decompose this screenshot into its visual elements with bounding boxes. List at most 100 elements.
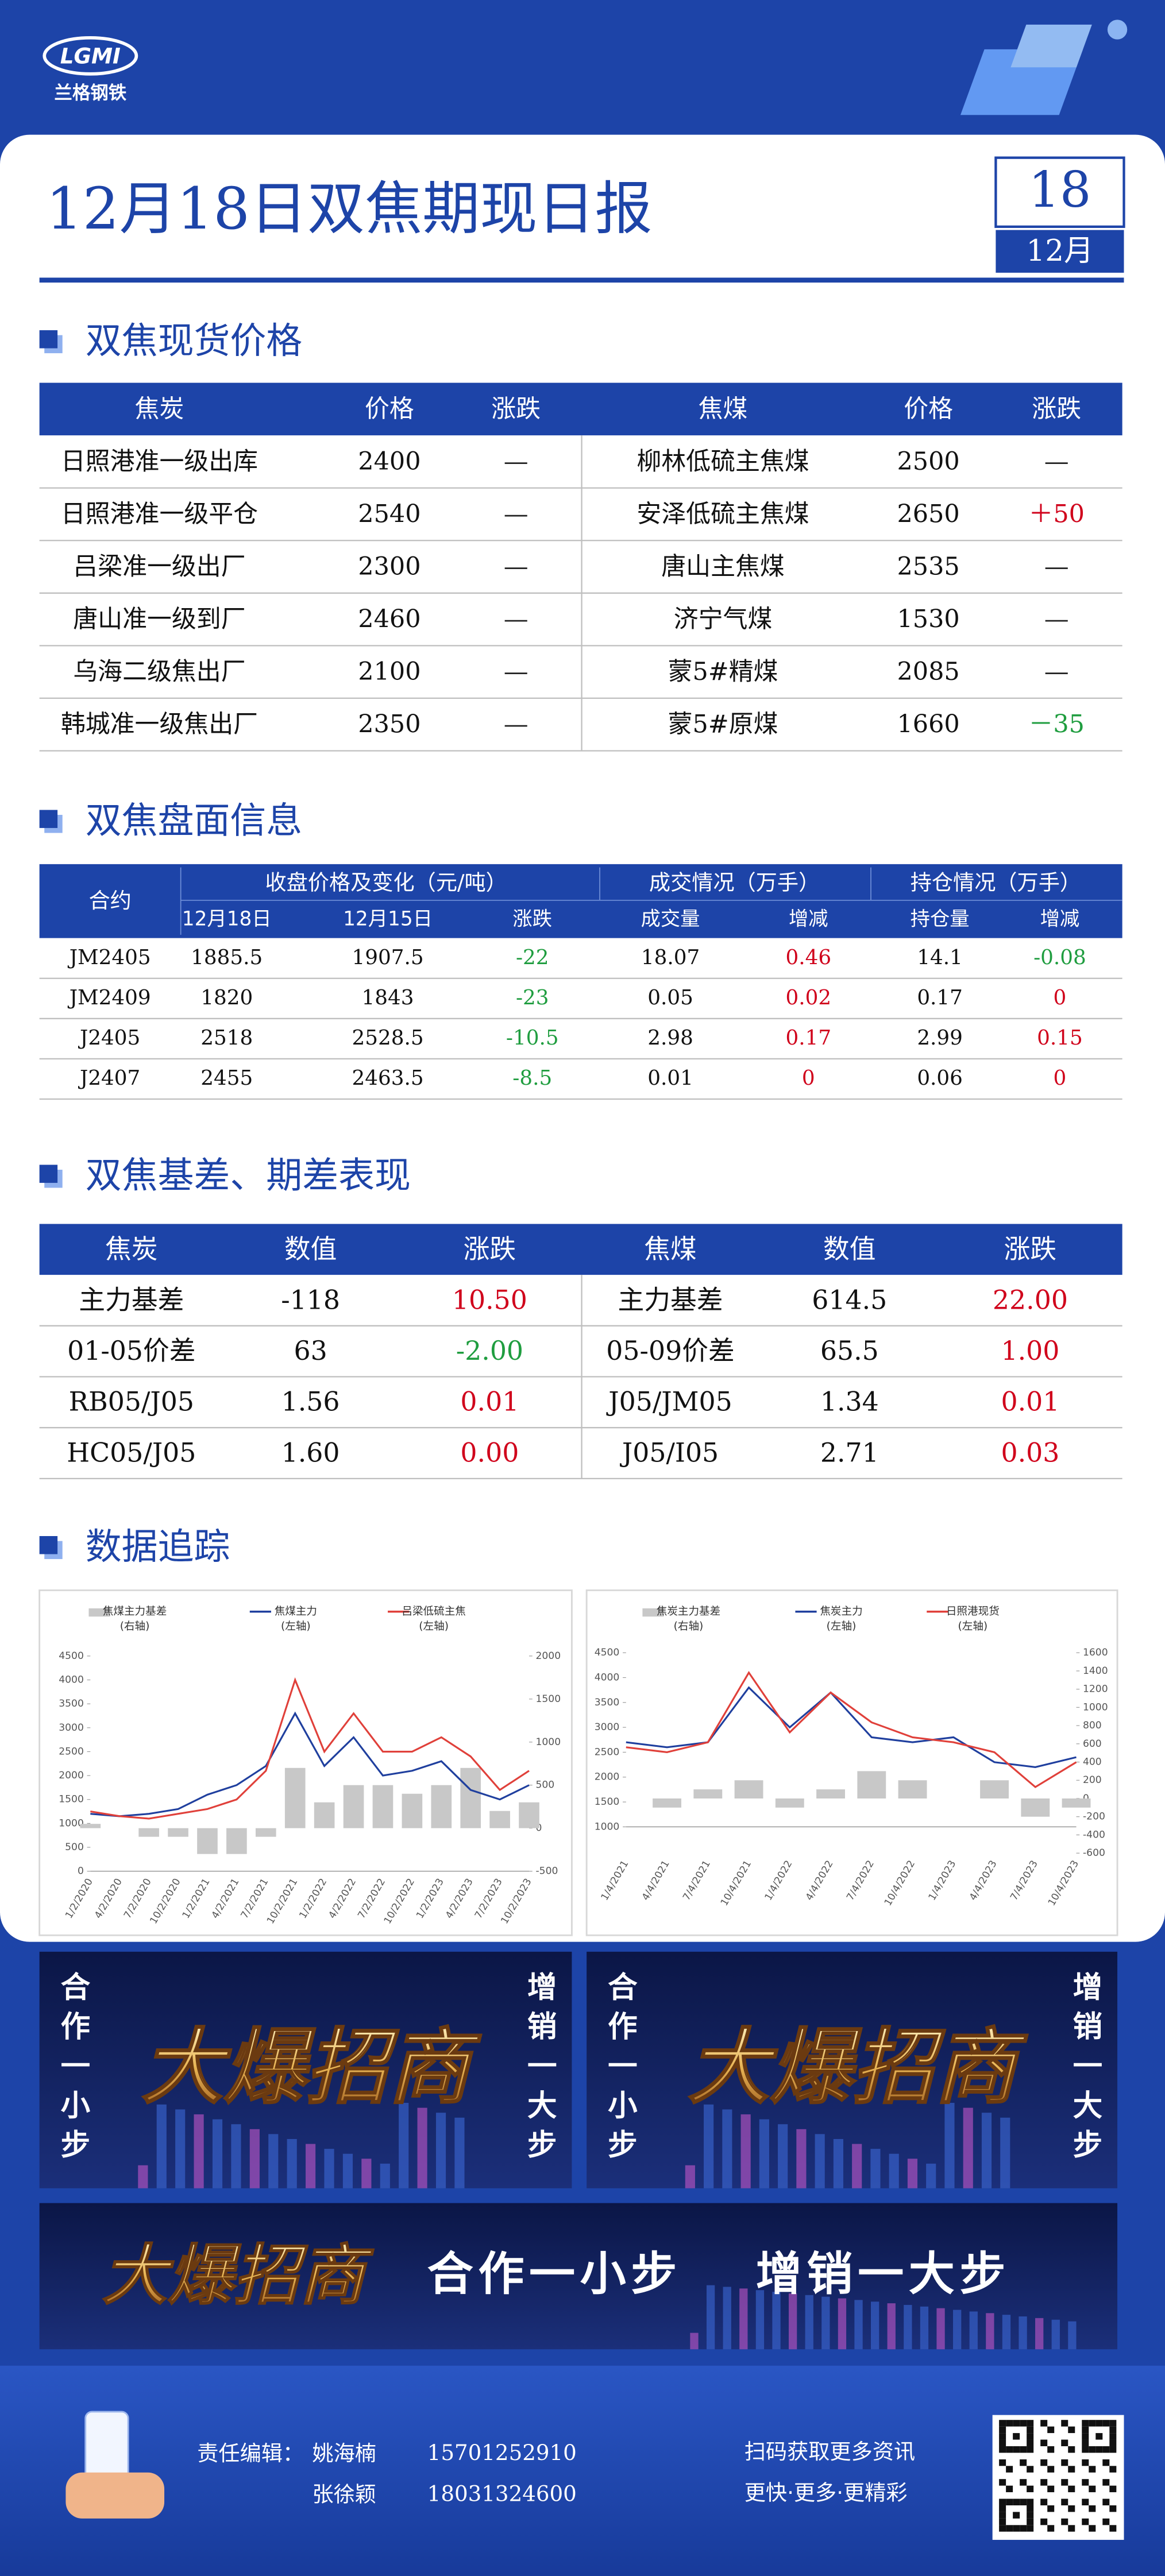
- qr-module: [1006, 2446, 1013, 2453]
- legend-label: 焦炭主力: [820, 1606, 862, 1618]
- editor-name: 张徐颖: [312, 2481, 376, 2507]
- editor-label: 责任编辑：: [197, 2440, 304, 2466]
- heading-marker: [39, 810, 58, 828]
- phone-hand: [65, 2472, 165, 2519]
- table-cell: 14.1: [917, 946, 963, 969]
- basis-bar: [197, 1828, 218, 1854]
- skyline: [986, 2313, 994, 2350]
- table-cell: 0: [1054, 1066, 1067, 1090]
- qr-module: [1040, 2420, 1048, 2427]
- qr-module: [1068, 2446, 1075, 2453]
- column-header: 增减: [1040, 908, 1080, 931]
- qr-module: [1089, 2505, 1096, 2512]
- column-header: 焦炭: [135, 395, 184, 424]
- table-cell: 2463.5: [352, 1066, 424, 1090]
- skyline: [821, 2296, 830, 2350]
- editor-phone: 15701252910: [427, 2440, 577, 2465]
- editor-name: 姚海楠: [312, 2440, 376, 2466]
- column-header: 涨跌: [512, 908, 552, 931]
- basis-bar: [775, 1798, 804, 1808]
- basis-bar: [460, 1767, 481, 1828]
- qr-module: [1040, 2518, 1048, 2525]
- skyline: [887, 2303, 896, 2350]
- deco-screen: [1010, 24, 1092, 68]
- qr-module: [999, 2479, 1006, 2486]
- qr-module: [1061, 2479, 1068, 2486]
- table-cell: HC05/J05: [67, 1437, 196, 1468]
- table-cell: 济宁气煤: [674, 605, 773, 633]
- y2-tick-label: 600: [1083, 1738, 1102, 1750]
- qr-module: [1013, 2498, 1020, 2505]
- qr-module: [1102, 2518, 1110, 2525]
- qr-module: [1040, 2479, 1048, 2486]
- y2-tick-label: 1000: [535, 1736, 561, 1748]
- column-header: 涨跌: [464, 1234, 516, 1264]
- qr-module: [1061, 2498, 1068, 2505]
- qr-module: [1020, 2420, 1027, 2427]
- y2-tick-label: 1000: [1083, 1701, 1108, 1713]
- banner-right: 增销一大步: [1067, 1971, 1102, 2168]
- qr-module: [1047, 2446, 1055, 2453]
- table-cell: 0.02: [785, 986, 831, 1009]
- y2-tick-label: 400: [1083, 1757, 1102, 1768]
- table-cell: —: [504, 552, 529, 581]
- basis-bar: [255, 1828, 276, 1837]
- qr-module: [999, 2433, 1006, 2440]
- table-cell: 0.17: [917, 986, 963, 1009]
- deco-dot: [1107, 20, 1128, 40]
- legend-label: 焦煤主力基差: [103, 1606, 167, 1618]
- skyline: [399, 2103, 409, 2188]
- qr-module: [1061, 2459, 1068, 2466]
- qr-module: [1109, 2439, 1117, 2446]
- y-tick-label: 3000: [59, 1722, 84, 1734]
- y2-tick-label: 500: [535, 1780, 554, 1791]
- column-header: 增减: [789, 908, 828, 931]
- qr-module: [1047, 2525, 1055, 2532]
- y2-tick-label: -500: [535, 1866, 558, 1877]
- table-cell: —: [1044, 447, 1069, 476]
- y-tick-label: 3500: [595, 1697, 620, 1708]
- skyline: [1000, 2117, 1010, 2188]
- table-cell: J05/I05: [620, 1437, 719, 1468]
- table-cell: 安泽低硫主焦煤: [636, 500, 809, 528]
- qr-module: [1102, 2420, 1110, 2427]
- table-cell: —: [504, 605, 529, 633]
- table-cell: JM2405: [68, 946, 151, 969]
- table-cell: J05/JM05: [606, 1387, 732, 1417]
- qr-module: [1109, 2485, 1117, 2493]
- skyline: [953, 2310, 962, 2350]
- table-cell: 01-05价差: [67, 1336, 195, 1366]
- qr-module: [1109, 2420, 1117, 2427]
- qr-module: [1027, 2439, 1034, 2446]
- price-line: [90, 1677, 530, 1820]
- legend-axis-note: (左轴): [958, 1620, 988, 1633]
- section-heading: 双焦基差、期差表现: [86, 1154, 411, 1196]
- y-tick-label: 2500: [595, 1746, 620, 1758]
- column-header: 成交量: [641, 908, 700, 931]
- column-header: 价格: [904, 395, 953, 424]
- table-cell: 2650: [897, 500, 960, 528]
- month-box: [996, 230, 1124, 273]
- price-line: [90, 1711, 530, 1817]
- table-cell: 吕梁准一级出厂: [73, 552, 245, 581]
- qr-module: [1013, 2446, 1020, 2453]
- y-tick-label: 1000: [595, 1821, 620, 1832]
- banner-brand: 大爆招商: [141, 2020, 482, 2115]
- table-cell: 05-09价差: [606, 1336, 734, 1366]
- skyline: [755, 2290, 765, 2350]
- column-header: 涨跌: [1004, 1234, 1057, 1264]
- column-header: 12月15日: [343, 908, 433, 931]
- table-cell: -22: [516, 946, 549, 969]
- heading-marker: [39, 1165, 58, 1183]
- basis-bar: [1062, 1798, 1091, 1808]
- qr-module: [1109, 2505, 1117, 2512]
- qr-module: [999, 2512, 1006, 2519]
- y2-tick-label: 1200: [1083, 1684, 1108, 1695]
- top-decoration: [960, 20, 1128, 115]
- legend-label: 吕梁低硫主焦: [402, 1606, 465, 1618]
- qr-module: [1027, 2446, 1034, 2453]
- legend-label: 焦煤主力: [275, 1606, 317, 1618]
- legend-axis-note: (左轴): [281, 1620, 311, 1633]
- table-cell: JM2409: [68, 986, 151, 1009]
- basis-bar: [138, 1828, 159, 1837]
